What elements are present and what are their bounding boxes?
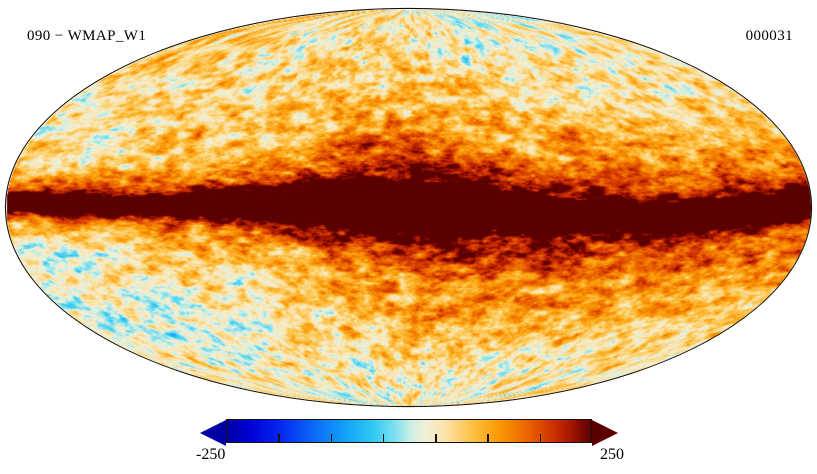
colorbar-tick (539, 434, 542, 443)
skymap (6, 9, 811, 406)
colorbar-tick (487, 434, 490, 443)
colorbar-tick (382, 434, 385, 443)
colorbar-overflow-arrow-icon (592, 420, 618, 446)
colorbar-tick (330, 434, 333, 443)
skymap-data-canvas (6, 9, 811, 406)
colorbar-tick (278, 434, 280, 443)
skymap-ellipse-outline (6, 9, 811, 406)
colorbar: -250 250 (196, 419, 624, 474)
colorbar-min-label: -250 (196, 446, 226, 463)
colorbar-tick-marks (226, 419, 592, 443)
colorbar-bar (200, 419, 618, 446)
colorbar-tick (435, 434, 437, 443)
colorbar-max-label: 250 (600, 446, 624, 463)
colorbar-gradient (227, 420, 591, 442)
colorbar-underflow-arrow-icon (200, 420, 226, 446)
